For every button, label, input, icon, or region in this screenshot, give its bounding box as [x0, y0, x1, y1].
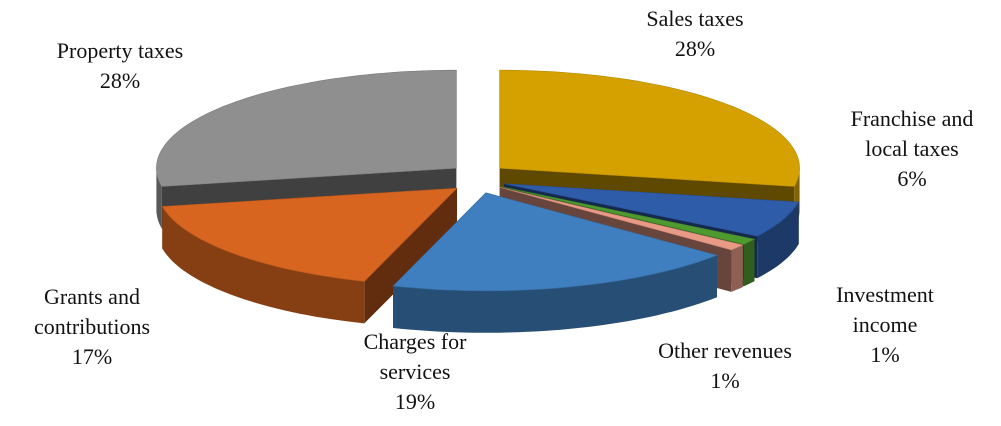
slice-label: Charges for services 19%: [350, 327, 480, 417]
value-label: 28%: [674, 36, 716, 61]
slice-top: [392, 192, 718, 292]
slice-wall: [743, 239, 755, 287]
slice-label: Investment income 1%: [820, 280, 950, 370]
slice-wall: [757, 202, 799, 279]
value-label: 17%: [71, 344, 113, 369]
value-label: 1%: [870, 342, 900, 367]
category-label: Franchise and local taxes: [850, 106, 974, 161]
slice-wall: [156, 168, 162, 229]
value-label: 1%: [710, 368, 740, 393]
slice-wall: [731, 245, 743, 292]
slice-top: [161, 187, 458, 282]
slice-label: Other revenues 1%: [635, 336, 815, 396]
slice-top: [500, 187, 744, 251]
slice-top: [499, 69, 800, 187]
slice-label: Sales taxes 28%: [605, 4, 785, 64]
slice-label: Grants and contributions 17%: [27, 282, 157, 372]
category-label: Charges for services: [363, 329, 467, 384]
category-label: Other revenues: [658, 338, 792, 363]
category-label: Grants and contributions: [33, 284, 151, 339]
slice-top: [501, 186, 756, 245]
value-label: 28%: [99, 68, 141, 93]
value-label: 19%: [394, 389, 436, 414]
category-label: Investment income: [836, 282, 934, 337]
category-label: Property taxes: [56, 38, 184, 63]
slice-label: Property taxes 28%: [30, 36, 210, 96]
slice-label: Franchise and local taxes 6%: [847, 104, 977, 194]
slice-top: [503, 183, 800, 237]
slice-top: [156, 69, 457, 187]
value-label: 6%: [897, 166, 927, 191]
category-label: Sales taxes: [646, 6, 744, 31]
slice-wall: [393, 255, 717, 333]
slice-wall: [162, 206, 365, 324]
